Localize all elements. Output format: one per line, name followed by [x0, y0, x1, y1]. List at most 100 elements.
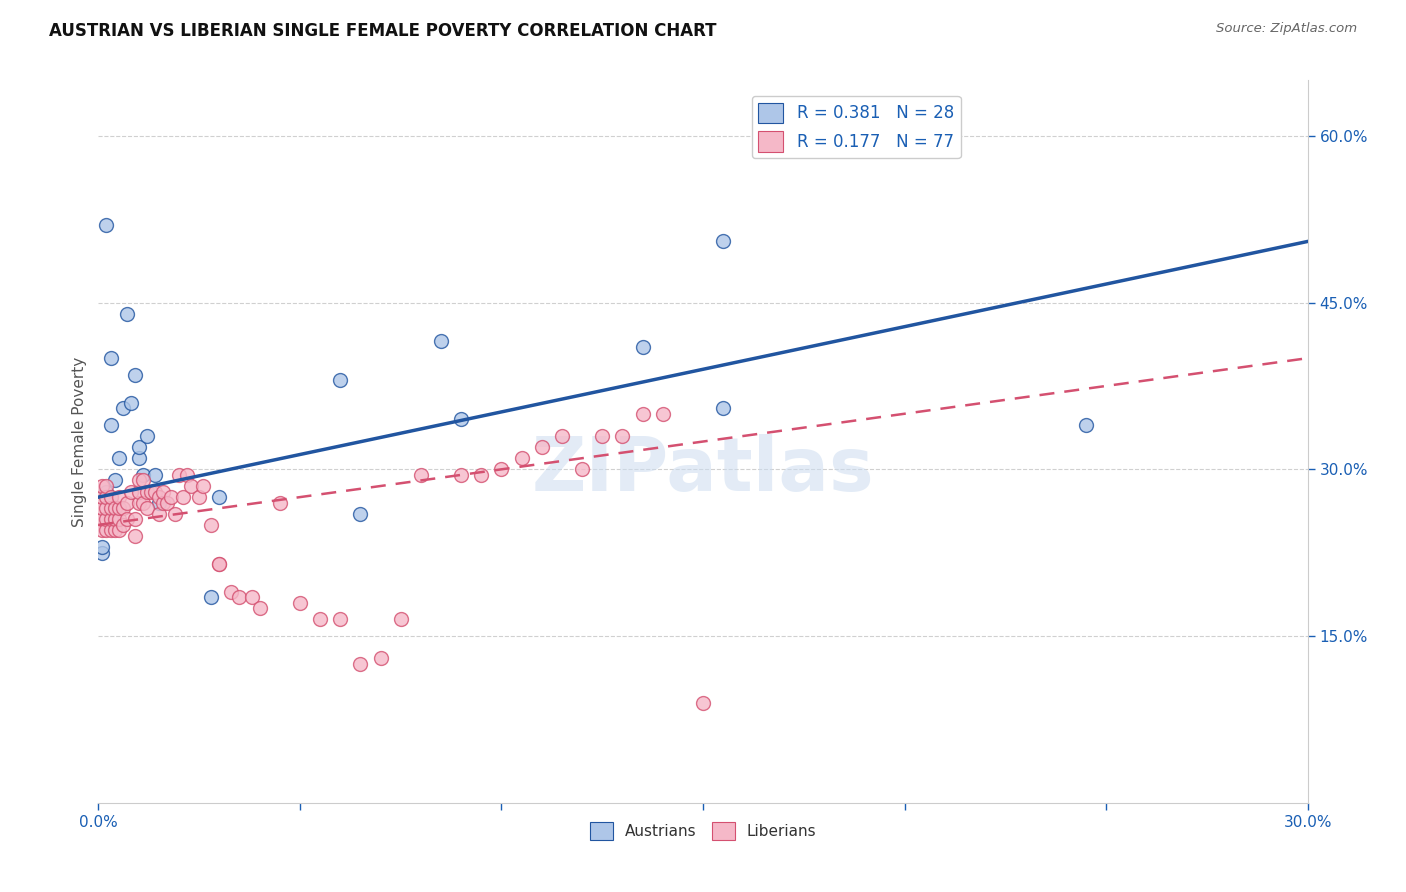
Point	[450, 412, 472, 426]
Point	[128, 451, 150, 466]
Point	[208, 557, 231, 571]
Point	[188, 490, 211, 504]
Point	[107, 490, 129, 504]
Point	[491, 462, 513, 476]
Point	[103, 512, 125, 526]
Point	[124, 512, 146, 526]
Point	[228, 590, 250, 604]
Point	[111, 501, 134, 516]
Point	[172, 490, 194, 504]
Point	[370, 651, 392, 665]
Point	[100, 524, 122, 538]
Point	[510, 451, 533, 466]
Point	[115, 496, 138, 510]
Point	[288, 596, 311, 610]
Point	[409, 467, 432, 482]
Point	[221, 584, 243, 599]
Point	[1074, 417, 1097, 432]
Point	[100, 417, 122, 432]
Point	[180, 479, 202, 493]
Point	[148, 490, 170, 504]
Y-axis label: Single Female Poverty: Single Female Poverty	[72, 357, 87, 526]
Point	[107, 451, 129, 466]
Point	[100, 512, 122, 526]
Point	[124, 529, 146, 543]
Point	[120, 484, 142, 499]
Point	[96, 512, 118, 526]
Point	[631, 407, 654, 421]
Point	[91, 501, 114, 516]
Point	[91, 546, 114, 560]
Point	[193, 479, 215, 493]
Point	[139, 484, 162, 499]
Point	[156, 496, 179, 510]
Point	[96, 524, 118, 538]
Point	[135, 484, 157, 499]
Point	[91, 479, 114, 493]
Point	[128, 474, 150, 488]
Point	[163, 507, 186, 521]
Point	[631, 340, 654, 354]
Point	[309, 612, 332, 626]
Point	[120, 395, 142, 409]
Point	[96, 218, 118, 232]
Point	[143, 484, 166, 499]
Point	[349, 507, 371, 521]
Point	[329, 612, 352, 626]
Point	[160, 490, 183, 504]
Point	[96, 479, 118, 493]
Point	[450, 467, 472, 482]
Point	[349, 657, 371, 671]
Point	[711, 235, 734, 249]
Point	[389, 612, 412, 626]
Legend: Austrians, Liberians: Austrians, Liberians	[583, 816, 823, 846]
Point	[103, 524, 125, 538]
Point	[100, 490, 122, 504]
Point	[651, 407, 673, 421]
Point	[152, 484, 174, 499]
Point	[107, 501, 129, 516]
Point	[124, 368, 146, 382]
Point	[103, 474, 125, 488]
Point	[208, 490, 231, 504]
Point	[571, 462, 593, 476]
Text: Source: ZipAtlas.com: Source: ZipAtlas.com	[1216, 22, 1357, 36]
Point	[249, 601, 271, 615]
Point	[96, 484, 118, 499]
Point	[135, 429, 157, 443]
Point	[711, 401, 734, 416]
Point	[107, 512, 129, 526]
Point	[530, 440, 553, 454]
Point	[152, 496, 174, 510]
Point	[240, 590, 263, 604]
Point	[470, 467, 492, 482]
Point	[269, 496, 291, 510]
Point	[132, 467, 155, 482]
Point	[100, 351, 122, 366]
Text: ZIPatlas: ZIPatlas	[531, 434, 875, 507]
Point	[91, 540, 114, 554]
Point	[148, 507, 170, 521]
Point	[111, 517, 134, 532]
Point	[91, 512, 114, 526]
Point	[91, 490, 114, 504]
Text: AUSTRIAN VS LIBERIAN SINGLE FEMALE POVERTY CORRELATION CHART: AUSTRIAN VS LIBERIAN SINGLE FEMALE POVER…	[49, 22, 717, 40]
Point	[128, 440, 150, 454]
Point	[167, 467, 190, 482]
Point	[143, 467, 166, 482]
Point	[115, 307, 138, 321]
Point	[430, 334, 453, 349]
Point	[128, 496, 150, 510]
Point	[111, 401, 134, 416]
Point	[591, 429, 613, 443]
Point	[176, 467, 198, 482]
Point	[148, 496, 170, 510]
Point	[115, 512, 138, 526]
Point	[107, 524, 129, 538]
Point	[551, 429, 574, 443]
Point	[135, 501, 157, 516]
Point	[96, 501, 118, 516]
Point	[200, 517, 222, 532]
Point	[132, 496, 155, 510]
Point	[103, 501, 125, 516]
